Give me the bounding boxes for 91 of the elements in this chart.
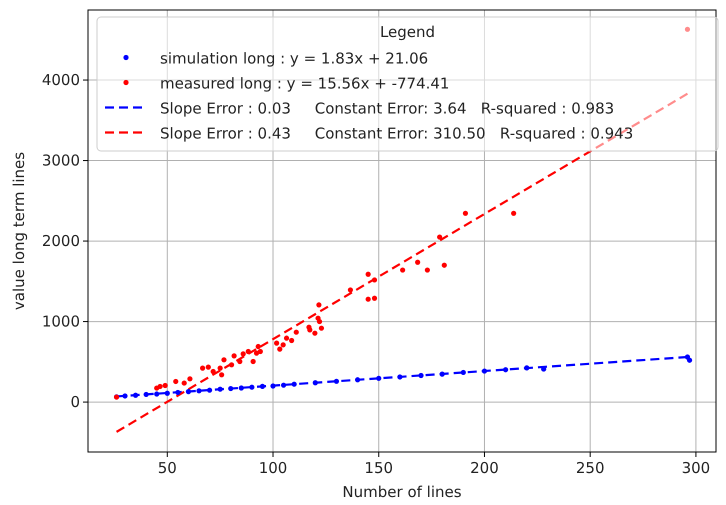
point bbox=[228, 362, 234, 368]
point bbox=[524, 365, 530, 370]
legend-label: simulation long : y = 1.83x + 21.06 bbox=[160, 50, 428, 68]
point bbox=[511, 210, 516, 216]
point bbox=[246, 348, 251, 354]
point bbox=[260, 384, 266, 389]
point bbox=[132, 392, 138, 398]
point bbox=[219, 372, 224, 378]
x-axis-title: Number of lines bbox=[342, 483, 462, 501]
point bbox=[462, 210, 468, 216]
point bbox=[424, 267, 430, 273]
point bbox=[372, 277, 378, 283]
x-tick-label: 200 bbox=[470, 459, 499, 477]
point bbox=[232, 353, 237, 358]
point bbox=[312, 380, 318, 386]
point bbox=[173, 378, 178, 384]
x-tick-label: 300 bbox=[682, 459, 710, 477]
point bbox=[250, 358, 256, 364]
point bbox=[684, 26, 690, 32]
x-tick-label: 250 bbox=[576, 459, 605, 477]
legend-title: Legend bbox=[380, 23, 436, 41]
point bbox=[334, 378, 340, 384]
point bbox=[210, 368, 216, 374]
point bbox=[186, 389, 192, 394]
point bbox=[316, 318, 322, 324]
point bbox=[418, 372, 424, 378]
point bbox=[400, 267, 406, 273]
point bbox=[294, 330, 299, 335]
point bbox=[348, 287, 354, 293]
point bbox=[221, 357, 227, 362]
point bbox=[270, 383, 276, 389]
point bbox=[415, 260, 420, 265]
y-tick-label: 3000 bbox=[42, 152, 80, 170]
point bbox=[162, 382, 168, 388]
legend-label: Slope Error : 0.03 Constant Error: 3.64 R-squared : 0.983 bbox=[160, 100, 614, 118]
point bbox=[482, 368, 488, 374]
point bbox=[312, 330, 318, 336]
point bbox=[376, 376, 382, 381]
point bbox=[249, 384, 254, 390]
point bbox=[366, 296, 371, 302]
point bbox=[354, 377, 360, 382]
point bbox=[437, 234, 442, 240]
y-tick-label: 4000 bbox=[42, 71, 80, 90]
point bbox=[200, 366, 206, 371]
point bbox=[440, 372, 445, 377]
point bbox=[274, 340, 280, 346]
x-tick-label: 50 bbox=[158, 459, 177, 477]
point bbox=[218, 386, 223, 392]
point bbox=[158, 384, 163, 390]
point bbox=[372, 296, 378, 301]
point bbox=[307, 327, 312, 332]
point bbox=[686, 358, 692, 363]
point bbox=[154, 391, 160, 397]
y-tick-label: 1000 bbox=[42, 312, 80, 331]
point bbox=[397, 374, 402, 380]
point bbox=[187, 376, 193, 382]
point bbox=[238, 385, 244, 391]
point bbox=[218, 366, 223, 371]
point bbox=[442, 262, 447, 268]
point bbox=[144, 392, 149, 398]
point bbox=[175, 390, 180, 396]
point bbox=[284, 336, 290, 341]
y-axis-title: value long term lines bbox=[10, 152, 28, 310]
point bbox=[258, 348, 263, 354]
point bbox=[292, 382, 297, 387]
legend-label: measured long : y = 15.56x + -774.41 bbox=[160, 74, 450, 92]
point bbox=[503, 367, 508, 372]
point bbox=[256, 344, 261, 350]
point bbox=[316, 302, 322, 308]
x-tick-label: 100 bbox=[258, 459, 288, 477]
y-tick-label: 0 bbox=[70, 393, 80, 412]
point bbox=[240, 351, 246, 356]
point bbox=[206, 388, 212, 393]
point bbox=[318, 326, 324, 331]
point bbox=[289, 338, 294, 344]
point bbox=[228, 386, 234, 392]
point bbox=[122, 393, 128, 399]
point bbox=[254, 350, 260, 356]
point bbox=[196, 388, 202, 394]
point bbox=[164, 390, 170, 396]
point bbox=[206, 364, 211, 370]
point bbox=[366, 272, 371, 277]
point bbox=[277, 346, 282, 352]
y-tick-label: 2000 bbox=[42, 232, 80, 250]
x-tick-label: 150 bbox=[364, 459, 394, 477]
point bbox=[280, 342, 286, 348]
point bbox=[237, 358, 242, 364]
point bbox=[460, 370, 466, 376]
point bbox=[182, 380, 187, 386]
point bbox=[280, 382, 286, 388]
legend-label: Slope Error : 0.43 Constant Error: 310.50 R-squared : 0.943 bbox=[160, 124, 634, 142]
